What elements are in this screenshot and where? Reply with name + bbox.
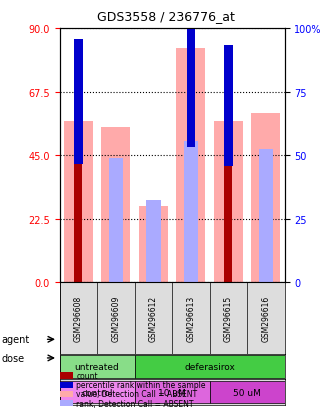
Text: GSM296609: GSM296609 xyxy=(111,295,120,342)
Text: 10 uM: 10 uM xyxy=(158,387,186,396)
Bar xyxy=(214,122,243,282)
Bar xyxy=(101,128,130,282)
Bar xyxy=(259,150,273,282)
Text: count: count xyxy=(76,371,98,380)
Bar xyxy=(74,122,82,282)
Text: GSM296616: GSM296616 xyxy=(261,295,270,342)
Bar xyxy=(64,122,93,282)
Text: dose: dose xyxy=(2,353,25,363)
Text: GSM296612: GSM296612 xyxy=(149,295,158,341)
Text: control: control xyxy=(81,387,113,396)
FancyBboxPatch shape xyxy=(60,355,135,378)
Bar xyxy=(146,201,161,282)
Bar xyxy=(139,206,168,282)
Bar xyxy=(176,49,205,282)
FancyBboxPatch shape xyxy=(135,355,285,378)
FancyBboxPatch shape xyxy=(60,381,135,404)
Bar xyxy=(184,142,198,282)
Text: GSM296613: GSM296613 xyxy=(186,295,195,342)
Text: untreated: untreated xyxy=(75,362,119,371)
Text: GSM296608: GSM296608 xyxy=(74,295,83,342)
Bar xyxy=(74,40,83,164)
Text: value, Detection Call = ABSENT: value, Detection Call = ABSENT xyxy=(76,389,197,399)
Text: agent: agent xyxy=(2,335,30,344)
Text: GDS3558 / 236776_at: GDS3558 / 236776_at xyxy=(97,10,234,23)
Bar xyxy=(224,122,232,282)
Text: rank, Detection Call = ABSENT: rank, Detection Call = ABSENT xyxy=(76,399,194,408)
Bar xyxy=(224,46,233,167)
Text: 50 uM: 50 uM xyxy=(233,387,261,396)
FancyBboxPatch shape xyxy=(135,381,210,404)
Text: deferasirox: deferasirox xyxy=(184,362,235,371)
Text: GSM296615: GSM296615 xyxy=(224,295,233,342)
FancyBboxPatch shape xyxy=(210,381,285,404)
Bar xyxy=(109,159,123,282)
Bar xyxy=(187,6,195,147)
Text: percentile rank within the sample: percentile rank within the sample xyxy=(76,380,206,389)
Bar xyxy=(252,114,280,282)
